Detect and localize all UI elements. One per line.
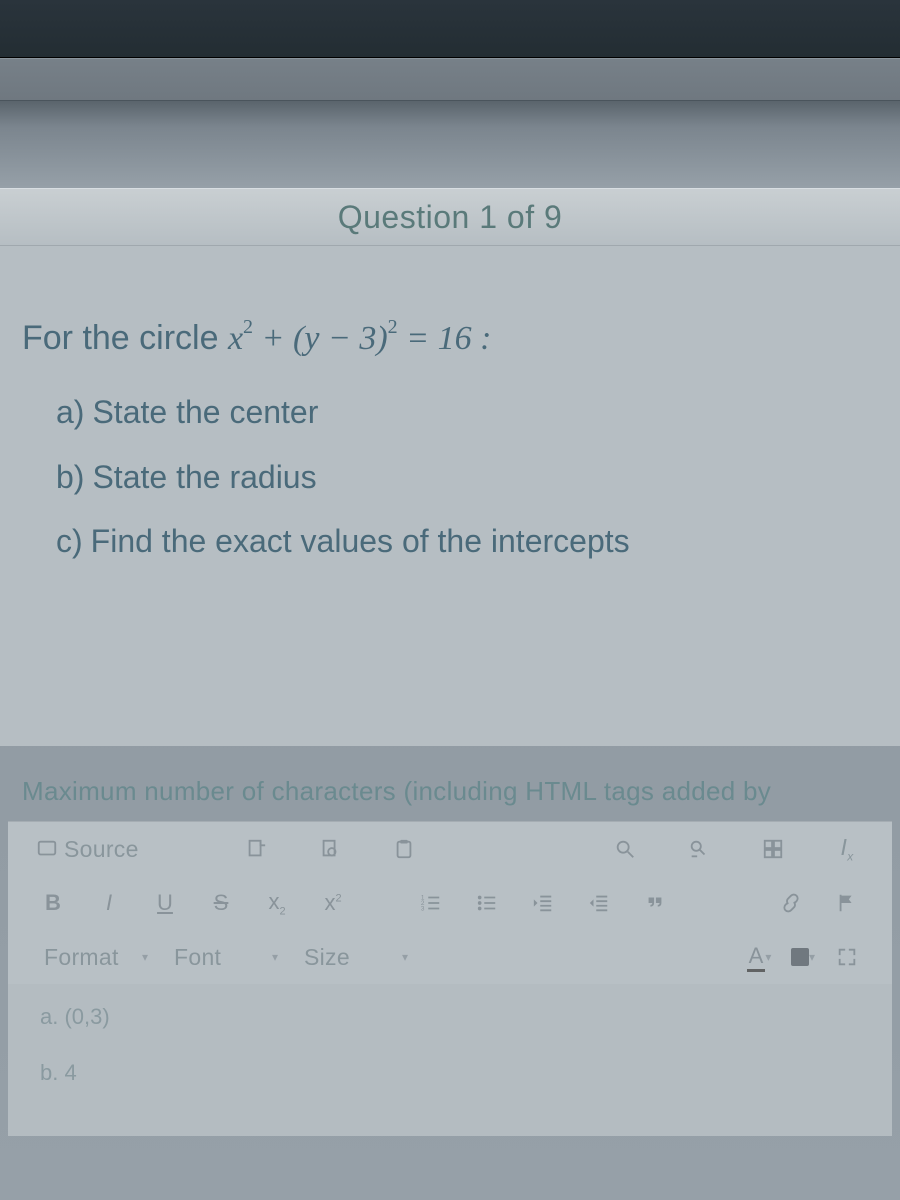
clipboard-icon (393, 838, 415, 860)
svg-text:3: 3 (421, 905, 425, 912)
chevron-down-icon: ▾ (809, 950, 815, 964)
font-label: Font (174, 944, 221, 971)
indent-icon (588, 892, 610, 914)
search-icon (614, 838, 636, 860)
question-stem: For the circle x2 + (y − 3)2 = 16 : (22, 316, 878, 361)
question-header-bar: Question 1 of 9 (0, 188, 900, 246)
subscript-button[interactable]: x2 (260, 886, 294, 920)
chevron-down-icon: ▾ (142, 950, 148, 964)
answer-line-a: a. (0,3) (40, 1004, 860, 1030)
italic-button[interactable]: I (92, 886, 126, 920)
superscript-label: x2 (324, 890, 341, 916)
subpart-text: State the center (92, 394, 318, 430)
subpart-a: a)State the center (56, 389, 878, 435)
char-limit-note: Maximum number of characters (including … (0, 776, 900, 807)
font-dropdown[interactable]: Font ▾ (166, 940, 286, 974)
rte-editor-area[interactable]: a. (0,3) b. 4 (8, 984, 892, 1136)
flag-button[interactable] (830, 886, 864, 920)
stem-math: x2 + (y − 3)2 = 16 : (228, 320, 491, 357)
bold-button[interactable]: B (36, 886, 70, 920)
superscript-button[interactable]: x2 (316, 886, 350, 920)
answer-line-b: b. 4 (40, 1060, 860, 1086)
bg-color-button[interactable]: ▾ (786, 940, 820, 974)
question-counter: Question 1 of 9 (338, 199, 563, 236)
link-button[interactable] (774, 886, 808, 920)
selectall-button[interactable] (756, 832, 790, 866)
subpart-text: State the radius (92, 459, 316, 495)
bold-label: B (45, 890, 61, 916)
format-dropdown[interactable]: Format ▾ (36, 940, 156, 974)
quiz-frame: Question 1 of 9 For the circle x2 + (y −… (0, 0, 900, 1200)
underline-label: U (157, 890, 173, 916)
flag-icon (836, 892, 858, 914)
find-button[interactable] (608, 832, 642, 866)
subpart-label: a) (56, 394, 84, 430)
subpart-label: c) (56, 523, 83, 559)
link-icon (780, 892, 802, 914)
toolbar-row-2: B I U S x2 x2 123 (8, 876, 892, 930)
browser-top-strip (0, 0, 900, 58)
chevron-down-icon: ▾ (402, 950, 408, 964)
selectall-icon (762, 838, 784, 860)
toolbar-row-1: Source Ix (8, 822, 892, 876)
rte-toolbar: Source Ix (8, 821, 892, 984)
format-label: Format (44, 944, 119, 971)
italic-label: I (106, 890, 112, 916)
underline-button[interactable]: U (148, 886, 182, 920)
strike-label: S (214, 890, 229, 916)
strike-button[interactable]: S (204, 886, 238, 920)
size-dropdown[interactable]: Size ▾ (296, 940, 416, 974)
chevron-down-icon: ▾ (272, 950, 278, 964)
new-page-button[interactable] (239, 832, 273, 866)
source-label: Source (64, 836, 139, 863)
page-icon (245, 838, 267, 860)
page-top-gradient (0, 100, 900, 188)
replace-button[interactable] (682, 832, 716, 866)
blockquote-button[interactable] (638, 886, 672, 920)
subpart-label: b) (56, 459, 84, 495)
subpart-b: b)State the radius (56, 454, 878, 500)
maximize-icon (836, 946, 858, 968)
remove-format-icon: Ix (840, 834, 853, 864)
indent-button[interactable] (582, 886, 616, 920)
maximize-button[interactable] (830, 940, 864, 974)
text-color-icon: A (747, 943, 766, 972)
preview-button[interactable] (313, 832, 347, 866)
paste-button[interactable] (387, 832, 421, 866)
question-content: For the circle x2 + (y − 3)2 = 16 : a)St… (0, 246, 900, 746)
outdent-button[interactable] (526, 886, 560, 920)
chevron-down-icon: ▾ (765, 950, 771, 964)
ul-icon (476, 892, 498, 914)
remove-format-button[interactable]: Ix (830, 832, 864, 866)
numbered-list-button[interactable]: 123 (414, 886, 448, 920)
quote-icon (644, 892, 666, 914)
replace-icon (688, 838, 710, 860)
bg-color-icon (791, 948, 809, 966)
preview-icon (319, 838, 341, 860)
text-color-button[interactable]: A ▾ (742, 940, 776, 974)
subscript-label: x2 (268, 889, 285, 917)
outdent-icon (532, 892, 554, 914)
toolbar-row-3: Format ▾ Font ▾ Size ▾ A ▾ ▾ (8, 930, 892, 984)
browser-mid-strip (0, 58, 900, 100)
ol-icon: 123 (420, 892, 442, 914)
subpart-c: c)Find the exact values of the intercept… (56, 518, 878, 564)
source-button[interactable]: Source (36, 832, 139, 866)
subpart-text: Find the exact values of the intercepts (91, 523, 630, 559)
size-label: Size (304, 944, 350, 971)
bullet-list-button[interactable] (470, 886, 504, 920)
source-icon (36, 838, 58, 860)
stem-prefix: For the circle (22, 319, 228, 357)
